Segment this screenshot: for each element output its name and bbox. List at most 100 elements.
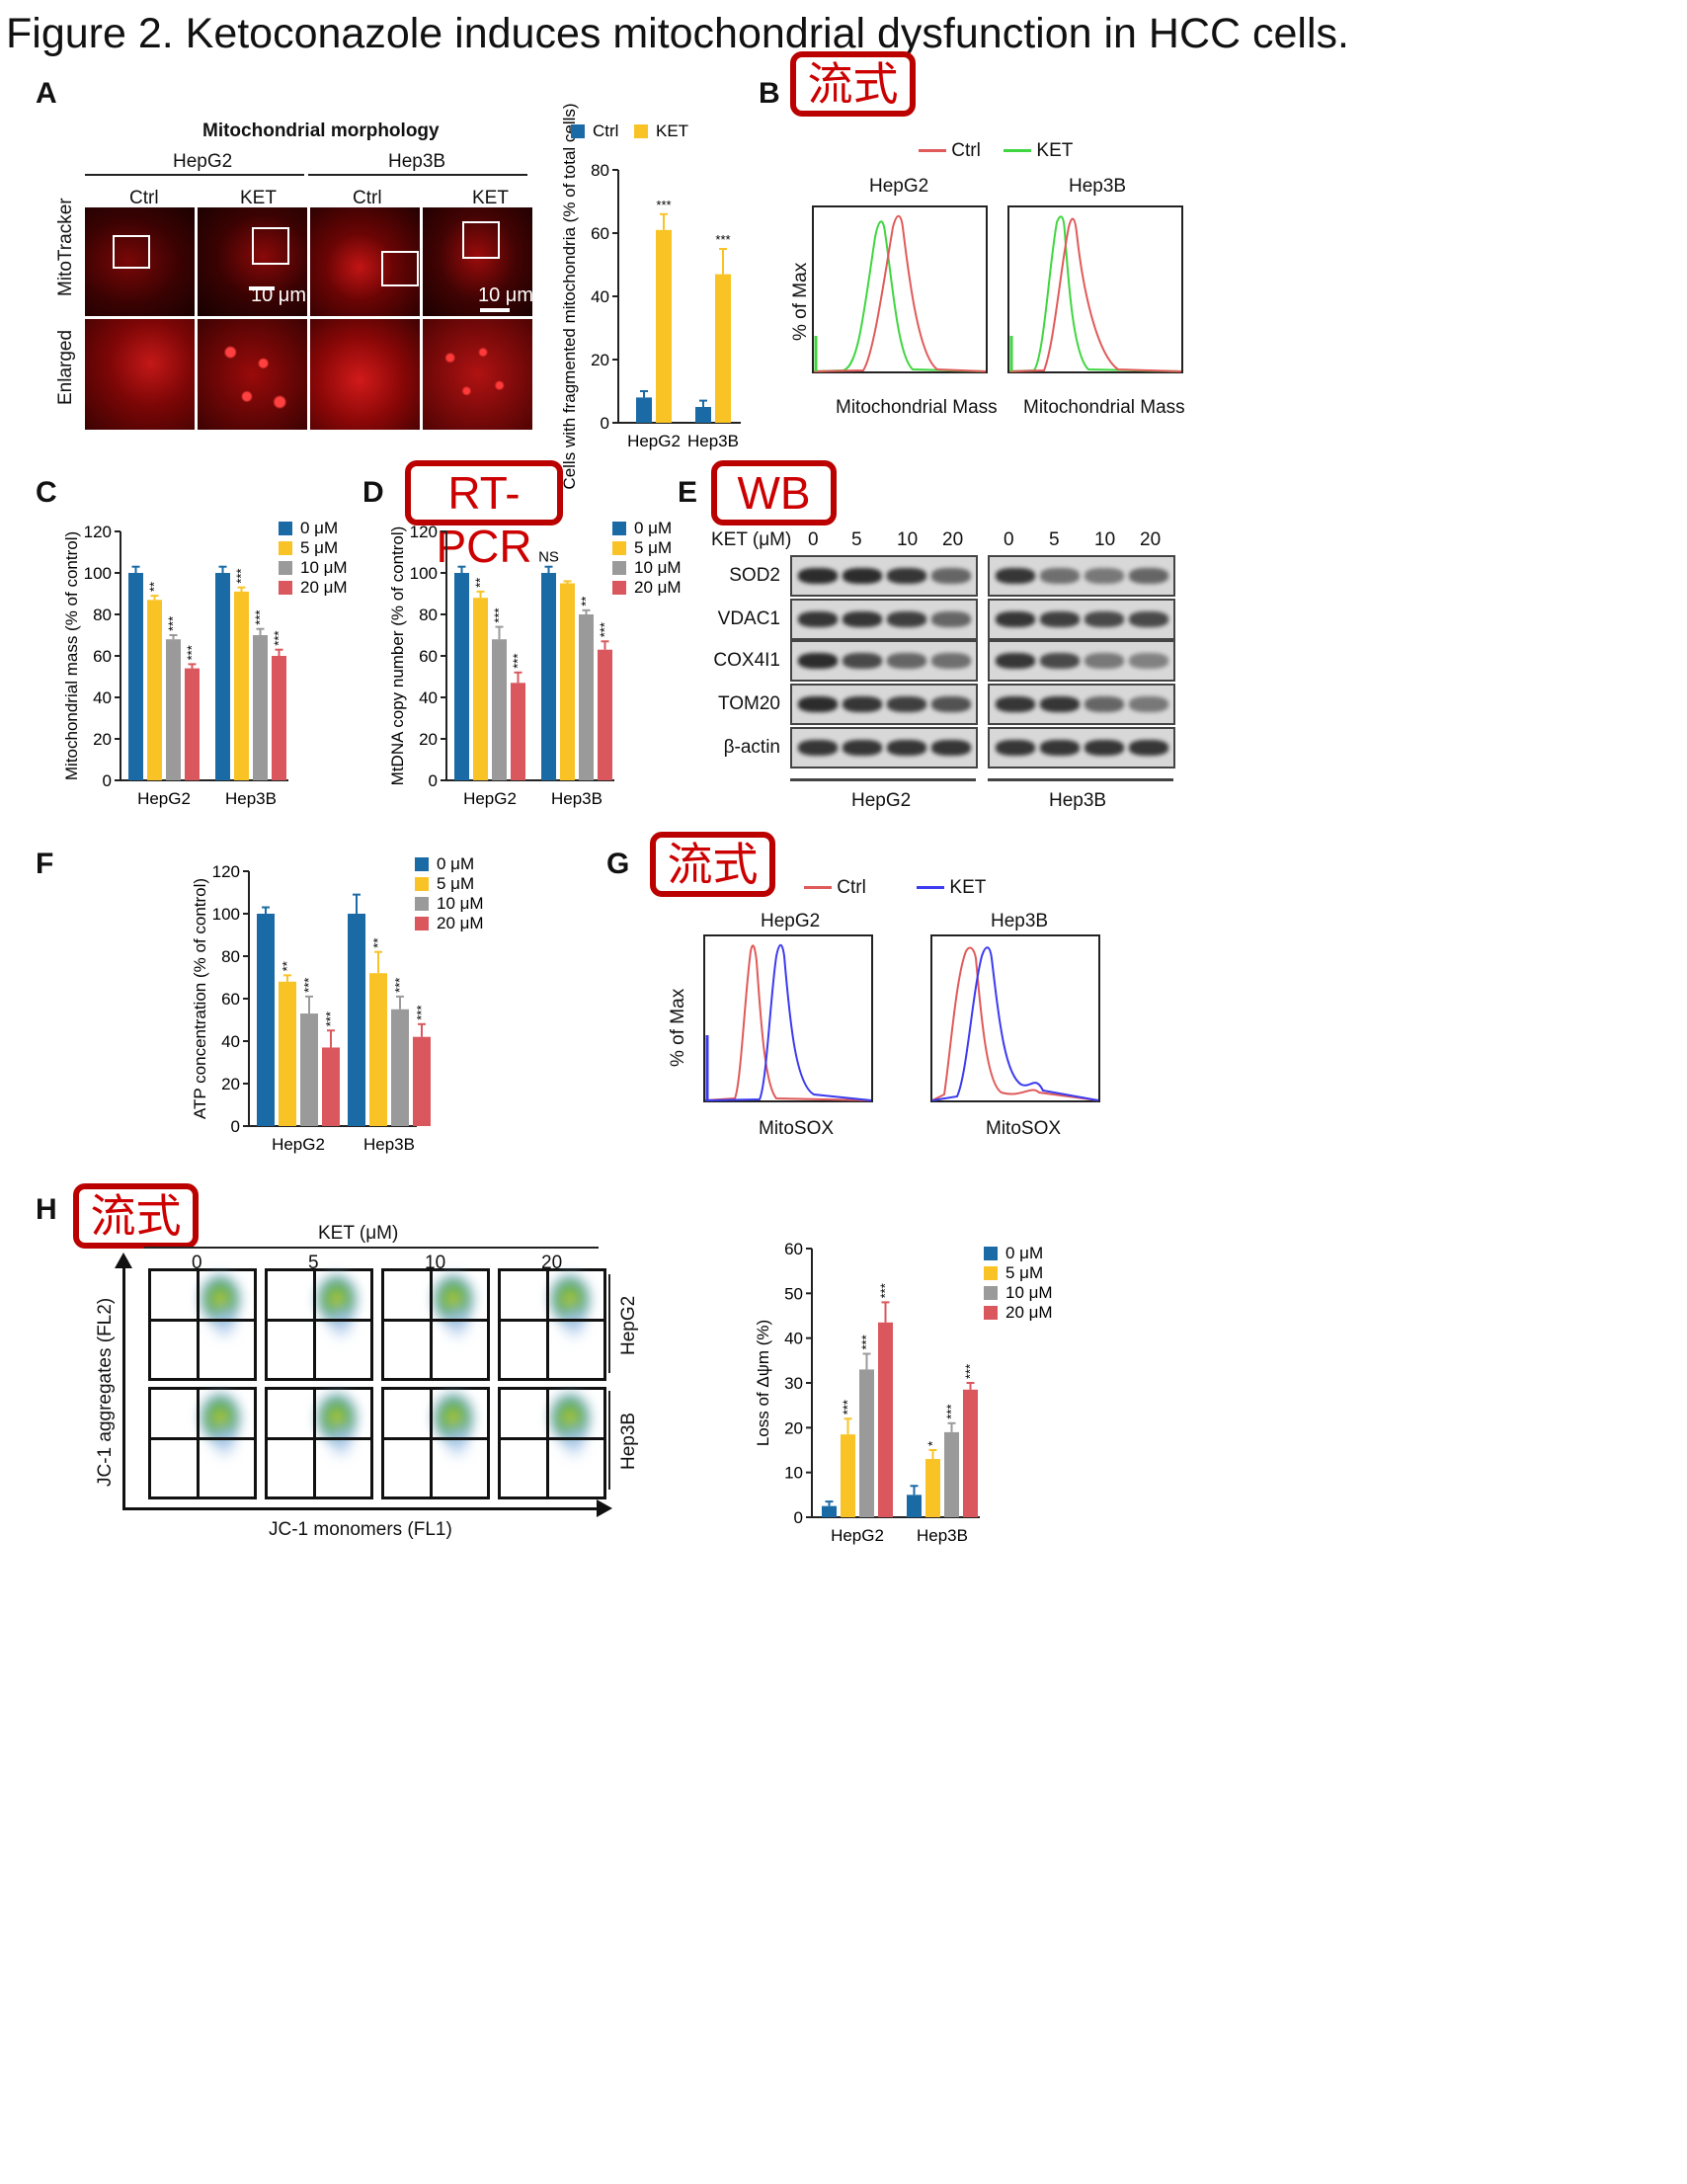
legend-swatch bbox=[984, 1247, 998, 1260]
enlarged-hepg2-ket bbox=[198, 319, 307, 430]
x-tick-label: Hep3B bbox=[687, 432, 739, 450]
legend-label: 5 μM bbox=[300, 538, 338, 557]
x-tick-label: HepG2 bbox=[272, 1135, 325, 1154]
bar bbox=[560, 583, 575, 780]
chart-panel-h-bar: 0 10 20 30 40 50 60 Loss of Δψm (%) *** *** *** Hep… bbox=[754, 1240, 1053, 1545]
legend-swatch bbox=[984, 1286, 998, 1300]
significance-label: * bbox=[925, 1441, 940, 1446]
panel-a-row-label: Enlarged bbox=[55, 329, 76, 405]
quadrant-divider bbox=[501, 1437, 603, 1440]
micrograph-hep3b-ctrl bbox=[310, 207, 420, 316]
wb-band bbox=[996, 611, 1035, 628]
wb-band bbox=[1040, 653, 1080, 670]
significance-label: *** bbox=[492, 607, 507, 622]
panel-b-cell-hepg2: HepG2 bbox=[869, 176, 929, 197]
panel-h-y-axis-arrow bbox=[122, 1260, 125, 1507]
panel-g-cell-hepg2: HepG2 bbox=[761, 911, 821, 931]
wb-band bbox=[887, 740, 926, 757]
y-tick-label: 30 bbox=[784, 1374, 803, 1393]
quadrant-divider bbox=[384, 1319, 487, 1322]
wb-blot-strip bbox=[790, 640, 978, 682]
zoom-box bbox=[113, 235, 150, 269]
quadrant-divider bbox=[384, 1437, 487, 1440]
legend-label: 0 μM bbox=[1005, 1244, 1043, 1262]
panel-b-xlabel: Mitochondrial Mass bbox=[836, 397, 998, 418]
significance-label: ** bbox=[147, 582, 162, 592]
flow-histogram-g-hep3b bbox=[930, 934, 1100, 1102]
y-tick-label: 0 bbox=[601, 414, 609, 433]
legend-swatch bbox=[984, 1266, 998, 1280]
panel-label-b: B bbox=[759, 77, 780, 110]
x-tick-label: Hep3B bbox=[225, 789, 277, 808]
bar bbox=[695, 407, 711, 423]
panel-b-legend: Ctrl KET bbox=[919, 140, 1073, 162]
legend-label: 5 μM bbox=[1005, 1263, 1043, 1282]
method-tag-h: 流式 bbox=[73, 1183, 199, 1249]
panel-h-row-line bbox=[608, 1391, 610, 1490]
wb-band bbox=[798, 611, 838, 628]
significance-label: ** bbox=[579, 597, 594, 607]
wb-protein-label: COX4I1 bbox=[713, 650, 780, 671]
wb-band bbox=[1084, 696, 1124, 713]
legend-label: Ctrl bbox=[593, 121, 618, 140]
wb-band bbox=[887, 653, 926, 670]
wb-band bbox=[1084, 740, 1124, 757]
legend-label: 5 μM bbox=[437, 874, 474, 893]
wb-dose-label: 20 bbox=[942, 529, 964, 550]
quadrant-divider bbox=[313, 1271, 316, 1378]
wb-band bbox=[1129, 696, 1168, 713]
wb-protein-label: VDAC1 bbox=[717, 608, 780, 629]
significance-label: ** bbox=[473, 578, 488, 588]
dotplot-dose-label: 5 bbox=[308, 1253, 319, 1273]
dotplot bbox=[381, 1387, 490, 1499]
panel-e-treatment-label: KET (μM) bbox=[711, 529, 792, 550]
y-tick-label: 60 bbox=[591, 224, 609, 243]
figure-title: Figure 2. Ketoconazole induces mitochond… bbox=[6, 10, 1349, 57]
panel-label-c: C bbox=[36, 476, 57, 509]
panel-a-group-hepg2: HepG2 bbox=[173, 151, 233, 172]
bar bbox=[656, 229, 672, 423]
wb-dose-label: 20 bbox=[1140, 529, 1162, 550]
wb-band bbox=[843, 611, 882, 628]
wb-dose-label: 0 bbox=[808, 529, 819, 550]
y-tick-label: 40 bbox=[93, 688, 112, 707]
panel-label-a: A bbox=[36, 77, 57, 110]
panel-g-xlabel: MitoSOX bbox=[986, 1118, 1062, 1139]
quadrant-divider bbox=[197, 1390, 200, 1496]
y-tick-label: 20 bbox=[591, 351, 609, 369]
significance-label: *** bbox=[166, 616, 181, 631]
wb-dose-label: 10 bbox=[1094, 529, 1116, 550]
legend-swatch-ket bbox=[917, 886, 945, 890]
wb-blot-strip bbox=[988, 727, 1175, 768]
legend-swatch bbox=[279, 541, 292, 555]
panel-b-xlabel: Mitochondrial Mass bbox=[1023, 397, 1185, 418]
wb-band bbox=[843, 696, 882, 713]
bar bbox=[215, 573, 230, 780]
panel-a-row-label: MitoTracker bbox=[55, 198, 76, 296]
enlarged-hepg2-ctrl bbox=[85, 319, 195, 430]
bar bbox=[925, 1459, 940, 1517]
wb-band bbox=[996, 653, 1035, 670]
y-tick-label: 100 bbox=[84, 564, 112, 583]
panel-a-heading: Mitochondrial morphology bbox=[202, 121, 440, 141]
legend-label: 10 μM bbox=[634, 558, 682, 577]
y-axis-label: Loss of Δψm (%) bbox=[754, 1320, 772, 1446]
wb-band bbox=[931, 696, 971, 713]
wb-band bbox=[887, 568, 926, 585]
significance-label: *** bbox=[253, 610, 268, 625]
y-axis-label: ATP concentration (% of control) bbox=[191, 878, 209, 1119]
quadrant-divider bbox=[501, 1319, 603, 1322]
significance-label: *** bbox=[598, 622, 612, 637]
panel-g-ylabel: % of Max bbox=[668, 988, 688, 1067]
y-tick-label: 40 bbox=[784, 1330, 803, 1348]
dotplot-dose-label: 0 bbox=[192, 1253, 202, 1273]
chart-panel-a: 0 20 40 60 80 Cells with fragmented mitochond… bbox=[560, 103, 741, 490]
wb-band bbox=[798, 653, 838, 670]
x-tick-label: Hep3B bbox=[363, 1135, 415, 1154]
y-axis-label: MtDNA copy number (% of control) bbox=[388, 526, 407, 786]
zoom-box bbox=[462, 221, 500, 259]
legend-swatch bbox=[415, 877, 429, 891]
wb-band bbox=[843, 740, 882, 757]
panel-a-cond: Ctrl bbox=[353, 188, 382, 208]
legend-swatch bbox=[612, 522, 626, 535]
